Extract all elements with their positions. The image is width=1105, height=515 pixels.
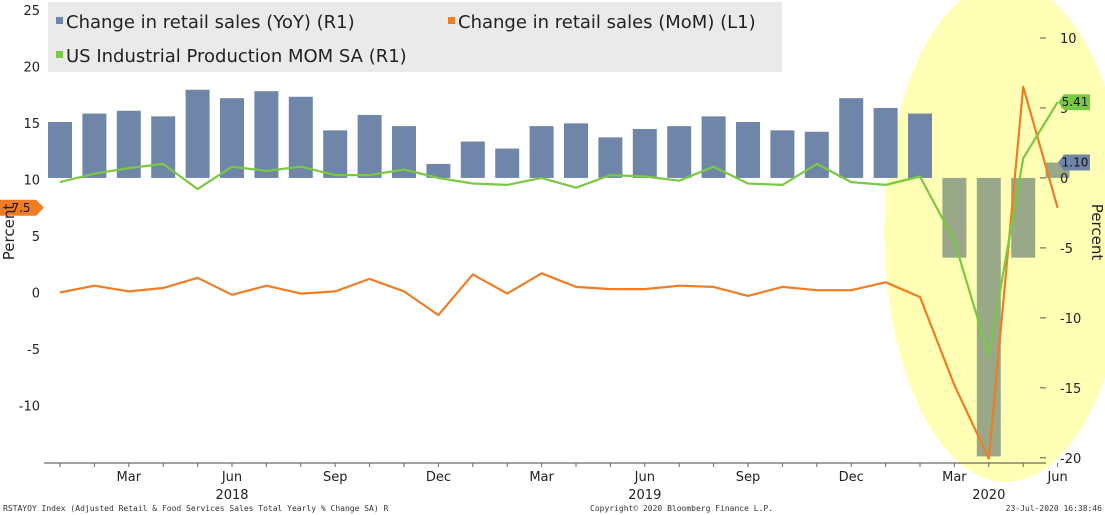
x-tick-label: Sep (323, 470, 348, 485)
x-tick-label: Sep (736, 470, 761, 485)
yoy-bar (48, 121, 72, 178)
yoy-bar (736, 121, 760, 178)
left-axis: 25 20 15 10 5 0 -5 -10 (19, 4, 40, 415)
yoy-bar (151, 116, 176, 178)
left-tick-label: 20 (23, 61, 40, 76)
legend-swatch (56, 51, 63, 58)
left-tick-label: 5 (32, 230, 40, 245)
yoy-bar (632, 128, 657, 178)
right-tick-label: -5 (1060, 242, 1073, 257)
yoy-bar (839, 98, 864, 178)
badge-value: 5.41 (1062, 95, 1089, 109)
legend-label: Change in retail sales (YoY) (R1) (66, 12, 355, 33)
footer-copyright: Copyright© 2020 Bloomberg Finance L.P. (590, 504, 773, 513)
yoy-bar (82, 113, 107, 178)
legend-label: US Industrial Production MOM SA (R1) (66, 46, 407, 67)
yoy-bar (976, 177, 1001, 457)
yoy-bar (1011, 177, 1036, 258)
yoy-bar (908, 113, 932, 178)
legend-swatch (56, 17, 63, 24)
yoy-bar (701, 116, 726, 178)
right-tick-label: 0 (1060, 172, 1068, 187)
legend: Change in retail sales (YoY) (R1) Change … (48, 2, 782, 72)
right-axis-title: Percent (1088, 204, 1105, 261)
yoy-bar (495, 148, 520, 178)
left-axis-title: Percent (0, 204, 18, 261)
yoy-bar (529, 126, 554, 178)
x-year-label: 2018 (215, 488, 248, 503)
x-axis: Mar Jun Sep Dec Mar Jun Sep Dec Mar Jun 2018 2019 20… (44, 462, 1068, 503)
x-year-label: 2020 (972, 488, 1005, 503)
yoy-bars-layer (48, 89, 1070, 457)
yoy-bar (873, 107, 898, 178)
left-tick-label: 15 (23, 117, 40, 132)
right-tick-label: -15 (1060, 382, 1081, 397)
legend-box (48, 2, 782, 72)
yoy-bar (942, 177, 967, 258)
legend-swatch (448, 17, 455, 24)
yoy-bar (254, 91, 279, 178)
yoy-bar (598, 137, 623, 178)
yoy-bar (185, 89, 210, 178)
x-tick-label: Dec (426, 470, 451, 485)
x-tick-label: Dec (839, 470, 864, 485)
left-tick-label: 25 (23, 4, 40, 19)
yoy-bar (357, 114, 382, 178)
last-value-badges: 7.5 5.41 1.10 (0, 94, 1090, 216)
badge-value: 1.10 (1062, 156, 1089, 170)
yoy-bar (220, 98, 244, 178)
badge-shape (1058, 154, 1090, 171)
left-tick-label: -10 (19, 400, 40, 415)
right-tick-label: -20 (1060, 452, 1081, 467)
legend-label: Change in retail sales (MoM) (L1) (458, 12, 756, 33)
industrial-production-line (59, 101, 1059, 357)
x-tick-label: Mar (117, 470, 142, 485)
footer-source: RSTAYOY Index (Adjusted Retail & Food Se… (3, 504, 388, 513)
yoy-bar (667, 126, 692, 178)
yoy-bar (564, 123, 588, 178)
badge-shape (1058, 94, 1090, 111)
left-tick-label: 0 (32, 287, 40, 302)
badge-value: 7.5 (11, 201, 30, 215)
x-tick-label: Jun (1046, 470, 1067, 485)
badge-shape (0, 199, 44, 216)
x-tick-label: Mar (942, 470, 967, 485)
left-tick-label: 10 (23, 174, 40, 189)
right-tick-label: 10 (1060, 32, 1077, 47)
x-tick-label: Mar (529, 470, 554, 485)
yoy-bar (323, 130, 348, 178)
yoy-bar (460, 141, 485, 178)
yoy-bar (288, 96, 313, 178)
left-tick-label: -5 (27, 343, 40, 358)
mom-retail-line (59, 85, 1059, 460)
yoy-bar (426, 163, 451, 178)
x-tick-label: Jun (221, 470, 242, 485)
right-tick-label: -10 (1060, 312, 1081, 327)
x-tick-label: Jun (634, 470, 655, 485)
x-year-label: 2019 (628, 488, 661, 503)
yoy-bar (770, 130, 795, 178)
lines-layer (59, 85, 1059, 460)
footer-timestamp: 23-Jul-2020 16:38:46 (1006, 504, 1103, 513)
yoy-bar (804, 131, 829, 178)
